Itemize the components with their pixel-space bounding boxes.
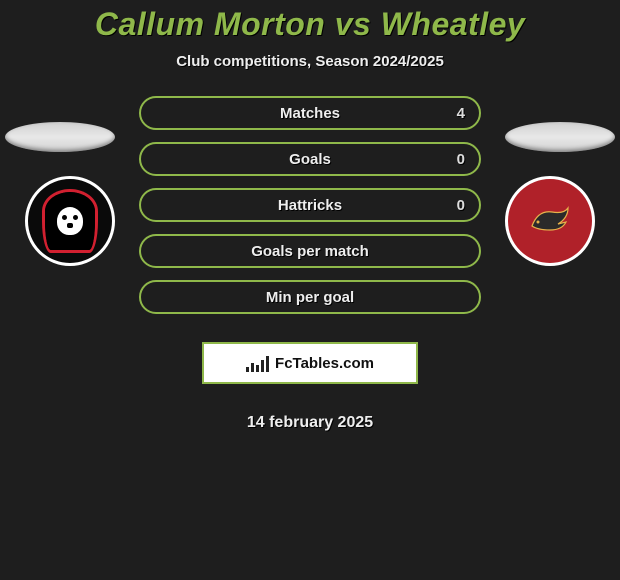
stat-right-value: 0 — [457, 197, 465, 214]
bar-chart-icon — [246, 354, 269, 372]
stat-label: Matches — [155, 105, 465, 122]
stats-block: Matches 4 Goals 0 Hattricks 0 Goals per … — [0, 96, 620, 432]
page-subtitle: Club competitions, Season 2024/2025 — [0, 53, 620, 70]
stat-right-value: 4 — [457, 105, 465, 122]
stat-label: Min per goal — [155, 289, 465, 306]
stat-row-min-per-goal: Min per goal — [139, 280, 481, 314]
stat-label: Hattricks — [155, 197, 465, 214]
page-title: Callum Morton vs Wheatley — [0, 6, 620, 43]
page: Callum Morton vs Wheatley Club competiti… — [0, 0, 620, 580]
stat-row-hattricks: Hattricks 0 — [139, 188, 481, 222]
stat-label: Goals per match — [155, 243, 465, 260]
stat-row-goals-per-match: Goals per match — [139, 234, 481, 268]
watermark-text: FcTables.com — [275, 355, 374, 372]
watermark: FcTables.com — [202, 342, 418, 384]
stat-label: Goals — [155, 151, 465, 168]
stat-right-value: 0 — [457, 151, 465, 168]
stat-row-matches: Matches 4 — [139, 96, 481, 130]
date-label: 14 february 2025 — [247, 414, 373, 432]
stat-row-goals: Goals 0 — [139, 142, 481, 176]
